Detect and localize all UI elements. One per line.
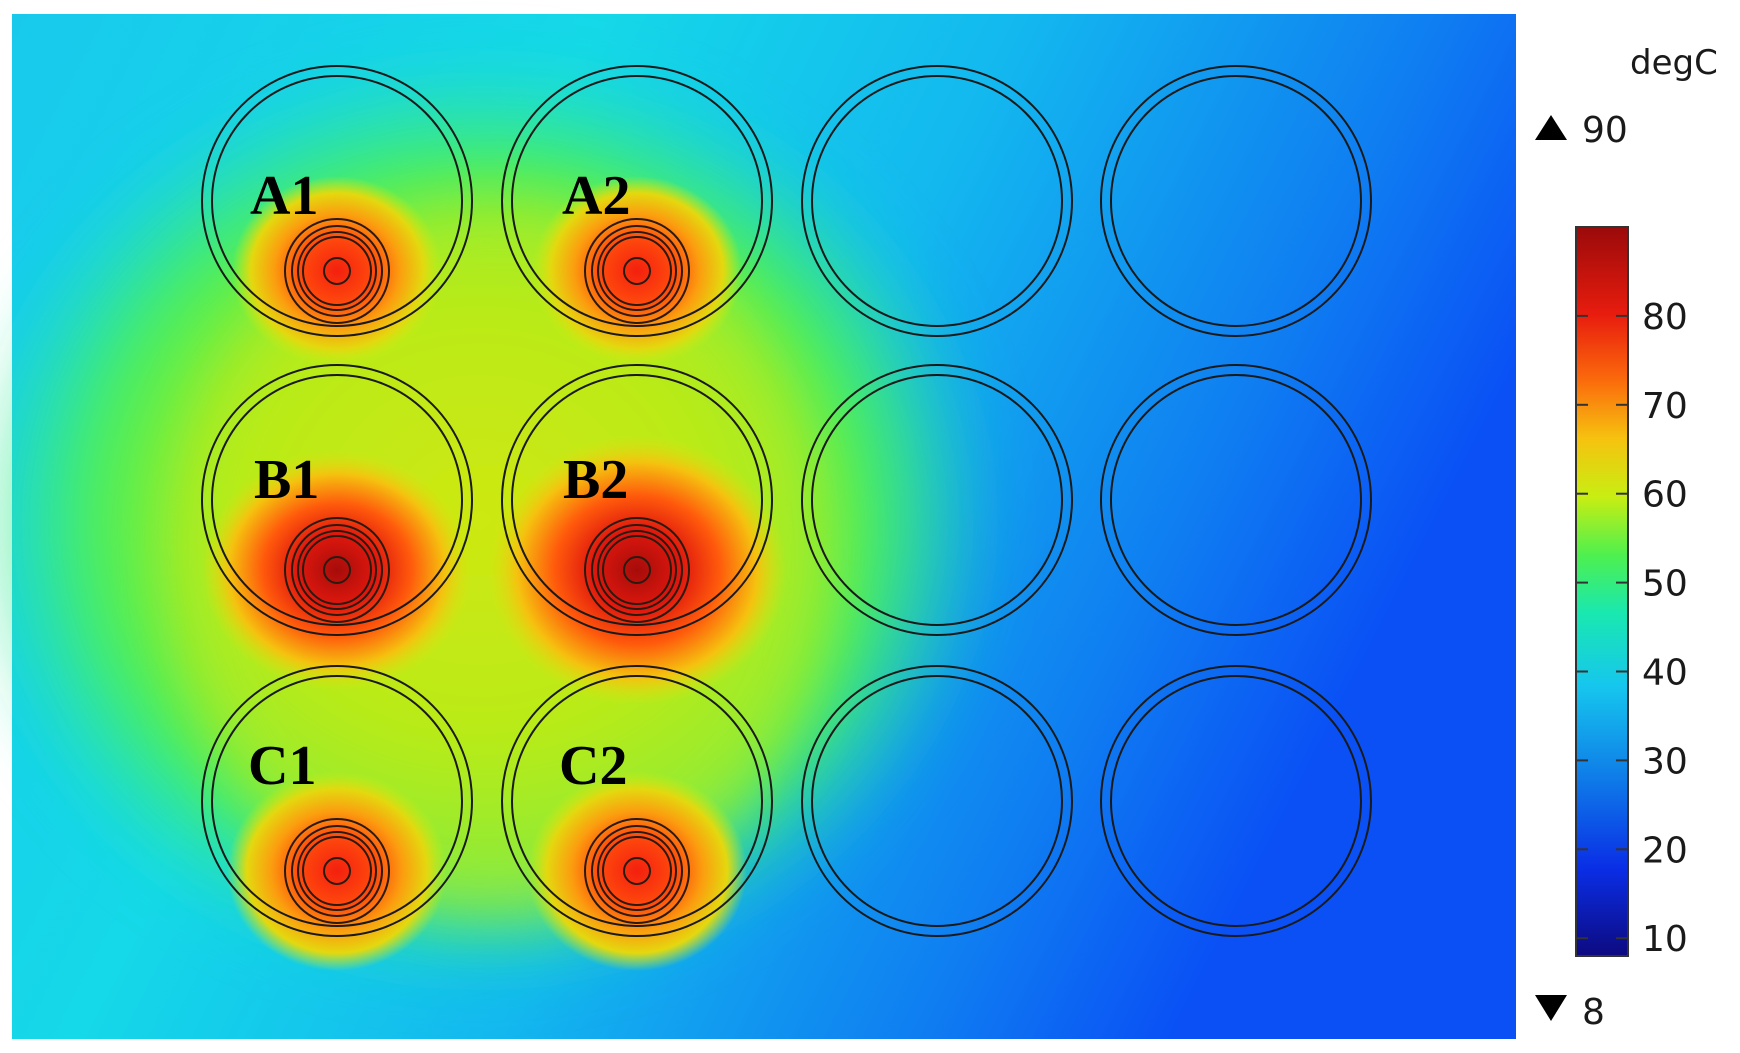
well-outline bbox=[211, 675, 463, 927]
min-arrow-icon bbox=[1535, 995, 1567, 1021]
well-labels: A1 A2 B1 B2 C1 C2 bbox=[248, 165, 630, 797]
max-arrow-icon bbox=[1535, 115, 1567, 140]
well-outline bbox=[1100, 665, 1372, 937]
well-label-a2: A2 bbox=[562, 165, 630, 227]
heater-ring bbox=[584, 818, 690, 924]
heater-ring bbox=[284, 517, 390, 623]
heater-ring bbox=[597, 530, 677, 610]
well-outline bbox=[501, 364, 773, 636]
heater-ring bbox=[591, 524, 683, 616]
heat-spot bbox=[227, 771, 447, 971]
colorbar-tick-label: 80 bbox=[1642, 297, 1688, 338]
heater-ring bbox=[297, 831, 377, 911]
legend-unit: degC bbox=[1630, 43, 1718, 83]
well-outline bbox=[801, 65, 1073, 337]
heater-ring bbox=[597, 831, 677, 911]
heat-spot bbox=[202, 450, 472, 690]
well-grid bbox=[201, 65, 1372, 937]
heater-ring bbox=[597, 231, 677, 311]
well-outline bbox=[211, 75, 463, 327]
heater-ring bbox=[323, 857, 351, 885]
well-outline bbox=[811, 374, 1063, 626]
legend-max-label: 90 bbox=[1582, 110, 1628, 151]
well-outline bbox=[201, 364, 473, 636]
heater-ring bbox=[623, 257, 651, 285]
well-outline bbox=[1100, 364, 1372, 636]
colorbar-tick-label: 10 bbox=[1642, 919, 1688, 960]
colorbar-ticks: 80 70 60 50 40 30 20 10 bbox=[1576, 297, 1688, 960]
well-label-a1: A1 bbox=[250, 165, 318, 227]
heater-ring bbox=[623, 857, 651, 885]
well-outline bbox=[201, 65, 473, 337]
colorbar-tick-label: 50 bbox=[1642, 564, 1688, 605]
well-outline bbox=[1110, 374, 1362, 626]
heater-ring bbox=[284, 818, 390, 924]
heater-ring bbox=[291, 825, 383, 917]
well-outline bbox=[1100, 65, 1372, 337]
well-outline bbox=[501, 665, 773, 937]
heater-ring bbox=[291, 524, 383, 616]
heater-ring bbox=[584, 517, 690, 623]
colorbar bbox=[1575, 226, 1629, 957]
heat-spot bbox=[532, 176, 742, 366]
heater-ring bbox=[323, 556, 351, 584]
well-outline bbox=[511, 374, 763, 626]
colorbar-tick-label: 60 bbox=[1642, 475, 1688, 516]
heater-ring bbox=[302, 836, 372, 906]
legend-min-label: 8 bbox=[1582, 992, 1605, 1033]
well-outline bbox=[511, 675, 763, 927]
heat-spot bbox=[487, 435, 787, 705]
well-outline bbox=[801, 665, 1073, 937]
colorbar-tick-label: 20 bbox=[1642, 830, 1688, 871]
well-label-b2: B2 bbox=[563, 449, 628, 511]
heater-ring bbox=[297, 231, 377, 311]
heater-ring bbox=[602, 236, 672, 306]
well-outline bbox=[811, 75, 1063, 327]
well-outline bbox=[1110, 75, 1362, 327]
heat-spot bbox=[527, 771, 747, 971]
colorbar-tick-label: 30 bbox=[1642, 741, 1688, 782]
heater-ring bbox=[302, 535, 372, 605]
well-outline bbox=[1110, 675, 1362, 927]
well-label-c1: C1 bbox=[248, 735, 316, 797]
heat-sources bbox=[202, 176, 787, 971]
heater-ring bbox=[284, 218, 390, 324]
heater-ring bbox=[323, 257, 351, 285]
well-outline bbox=[201, 665, 473, 937]
colorbar-tick-label: 40 bbox=[1642, 653, 1688, 694]
well-outline bbox=[501, 65, 773, 337]
colorbar-tick-label: 70 bbox=[1642, 386, 1688, 427]
well-outline bbox=[801, 364, 1073, 636]
heater-ring bbox=[584, 218, 690, 324]
color-legend: degC 90 80 70 60 50 40 30 20 10 8 bbox=[1535, 43, 1718, 1033]
heater-ring bbox=[591, 825, 683, 917]
heater-ring bbox=[302, 236, 372, 306]
heater-ring bbox=[591, 225, 683, 317]
well-outline bbox=[511, 75, 763, 327]
well-label-b1: B1 bbox=[254, 449, 319, 511]
heater-ring bbox=[602, 535, 672, 605]
heater-ring bbox=[291, 225, 383, 317]
temperature-plot: A1 A2 B1 B2 C1 C2 bbox=[0, 14, 1516, 1039]
heater-ring bbox=[623, 556, 651, 584]
heater-ring bbox=[602, 836, 672, 906]
well-label-c2: C2 bbox=[559, 735, 627, 797]
heater-ring bbox=[297, 530, 377, 610]
well-outline bbox=[811, 675, 1063, 927]
heat-spot bbox=[232, 176, 442, 366]
well-outline bbox=[211, 374, 463, 626]
